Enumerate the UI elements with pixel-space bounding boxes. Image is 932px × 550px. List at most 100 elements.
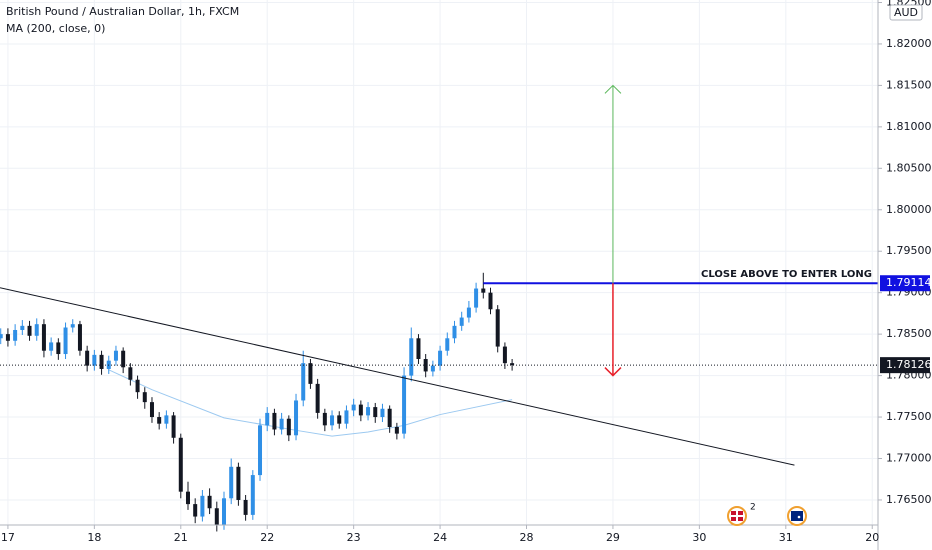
flag-star (797, 515, 801, 519)
y-tick-label: 1.80000 (886, 203, 932, 216)
candle-body (63, 327, 68, 355)
x-tick-label: 31 (779, 531, 793, 544)
candle-body (430, 365, 435, 372)
y-tick-label: 1.77500 (886, 410, 932, 423)
candle-body (0, 334, 3, 339)
x-tick-label: 17 (1, 531, 15, 544)
currency-label[interactable]: AUD (894, 6, 918, 19)
candle-body (502, 346, 507, 364)
candle-body (337, 415, 342, 424)
candle-body (243, 499, 248, 515)
candle-body (373, 407, 378, 418)
candle-body (99, 354, 104, 369)
candle-body (409, 338, 414, 376)
candle-body (459, 317, 464, 326)
candle-body (387, 408, 392, 427)
candle-body (265, 412, 270, 426)
candle-body (207, 495, 212, 509)
candle-body (27, 325, 32, 336)
x-tick-label: 23 (347, 531, 361, 544)
candle-body (474, 288, 479, 308)
candle-body (178, 437, 183, 492)
candle-body (294, 400, 299, 436)
x-tick-label: 20 (865, 531, 879, 544)
x-tick-label: 28 (520, 531, 534, 544)
grid (0, 0, 878, 525)
x-tick-label: 22 (260, 531, 274, 544)
candle-body (466, 307, 471, 318)
candle-body (157, 417, 162, 424)
plot: CLOSE ABOVE TO ENTER LONG (0, 84, 878, 532)
x-tick-label: 24 (433, 531, 447, 544)
y-tick-label: 1.81000 (886, 120, 932, 133)
last-price-box (880, 357, 930, 374)
candle-body (56, 342, 61, 355)
y-tick-label: 1.81500 (886, 78, 932, 91)
candle-body (214, 508, 219, 525)
candle-body (85, 350, 90, 366)
candle-body (308, 363, 313, 384)
candle-body (344, 410, 349, 424)
trendline (0, 287, 795, 466)
level-price-label: 1.79114 (886, 276, 932, 289)
candle-body (488, 292, 493, 310)
level-label: CLOSE ABOVE TO ENTER LONG (701, 269, 872, 280)
candle-body (351, 404, 356, 411)
candle-body (366, 407, 371, 416)
y-tick-label: 1.82500 (886, 0, 932, 8)
y-tick-label: 1.78500 (886, 327, 932, 340)
candle-body (510, 363, 515, 366)
x-tick-label: 30 (692, 531, 706, 544)
arrow-up (604, 84, 622, 284)
candle-body (5, 334, 10, 341)
arrow-down (604, 283, 622, 377)
candle-body (322, 412, 327, 426)
event-icon[interactable] (787, 506, 807, 526)
candle-body (250, 475, 255, 515)
candle-body (258, 425, 263, 476)
candle-body (164, 415, 169, 424)
y-tick-label: 1.76500 (886, 493, 932, 506)
candle-body (380, 408, 385, 418)
candle-body (315, 383, 320, 413)
candle-body (92, 354, 97, 366)
last-price-label: 1.78126 (886, 358, 932, 371)
ma-line (108, 369, 513, 437)
y-tick-label: 1.79500 (886, 244, 932, 257)
candle-body (185, 491, 190, 505)
flag-au (791, 511, 803, 521)
candle-body (70, 324, 75, 328)
flag-cross (731, 511, 743, 521)
candle-body (113, 350, 118, 361)
candle-body (121, 350, 126, 368)
x-tick-label: 21 (174, 531, 188, 544)
candle-body (495, 309, 500, 347)
candle-body (452, 325, 457, 339)
candle-body (286, 418, 291, 436)
currency-box[interactable] (889, 4, 923, 21)
candle-body (222, 498, 227, 525)
candle-body (128, 367, 133, 380)
candle-body (200, 495, 205, 517)
candle-body (330, 415, 335, 426)
level-price-box (880, 275, 930, 292)
candle-body (279, 418, 284, 430)
candle-body (272, 412, 277, 430)
event-count: 2 (750, 503, 756, 513)
candle-body (135, 379, 140, 393)
x-tick-label: 29 (606, 531, 620, 544)
candle-body (13, 329, 18, 341)
candle-body (49, 342, 54, 351)
candle-body (438, 350, 443, 366)
candle-body (423, 359, 428, 372)
y-tick-label: 1.82000 (886, 37, 932, 50)
event-icon[interactable] (727, 506, 747, 526)
candle-body (445, 338, 450, 351)
candle-body (236, 466, 241, 500)
candle-body (394, 426, 399, 434)
chart-title: British Pound / Australian Dollar, 1h, F… (6, 5, 239, 18)
candle-body (20, 325, 25, 330)
candle-body (229, 466, 234, 499)
